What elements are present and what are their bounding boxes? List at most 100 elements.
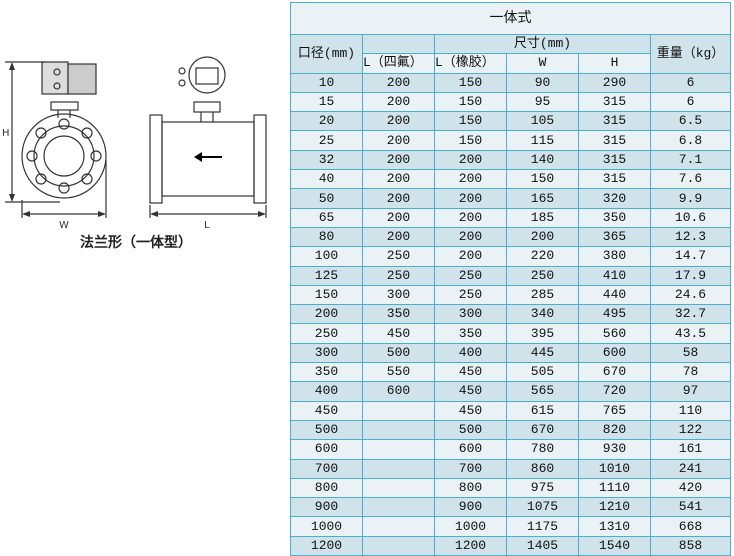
cell-weight: 32.7 xyxy=(650,304,731,325)
table-row: 700 700 860 1010 241 xyxy=(290,458,731,479)
cell-w: 285 xyxy=(506,284,579,306)
cell-l-ptfe xyxy=(362,497,435,518)
cell-l-ptfe: 300 xyxy=(362,284,435,306)
table-row: 15 200 150 95 315 6 xyxy=(290,91,731,113)
table-row: 200 350 300 340 495 32.7 xyxy=(290,304,731,325)
cell-weight: 122 xyxy=(650,419,731,441)
header-weight: 重量（kg） xyxy=(650,34,731,74)
cell-weight: 6.8 xyxy=(650,130,731,151)
table-row: 10 200 150 90 290 6 xyxy=(290,72,731,93)
cell-l-ptfe: 200 xyxy=(362,226,435,248)
dimension-table: 一体式 口径(mm) 尺寸(mm) 重量（kg） L（四氟） L（橡胶） W H… xyxy=(290,2,731,556)
cell-diameter: 400 xyxy=(290,381,363,402)
table-row: 800 800 975 1110 420 xyxy=(290,477,731,499)
header-l-ptfe: L（四氟） xyxy=(362,53,435,74)
cell-h: 670 xyxy=(578,362,651,383)
cell-w: 1405 xyxy=(506,535,579,556)
cell-w: 200 xyxy=(506,226,579,248)
cell-l-ptfe: 250 xyxy=(362,265,435,286)
cell-w: 115 xyxy=(506,130,579,151)
cell-l-ptfe xyxy=(362,516,435,537)
cell-w: 505 xyxy=(506,362,579,383)
cell-h: 315 xyxy=(578,130,651,151)
cell-l-ptfe: 200 xyxy=(362,188,435,209)
cell-h: 1210 xyxy=(578,497,651,518)
cell-l-rubber: 800 xyxy=(434,477,507,499)
cell-h: 290 xyxy=(578,72,651,93)
cell-weight: 541 xyxy=(650,497,731,518)
cell-weight: 6 xyxy=(650,72,731,93)
cell-l-ptfe: 350 xyxy=(362,304,435,325)
cell-diameter: 800 xyxy=(290,477,363,499)
cell-l-rubber: 500 xyxy=(434,419,507,441)
cell-h: 1110 xyxy=(578,477,651,499)
cell-diameter: 32 xyxy=(290,149,363,171)
cell-l-rubber: 900 xyxy=(434,497,507,518)
table-row: 32 200 200 140 315 7.1 xyxy=(290,149,731,171)
cell-w: 150 xyxy=(506,169,579,190)
cell-l-rubber: 250 xyxy=(434,265,507,286)
cell-l-rubber: 1000 xyxy=(434,516,507,537)
cell-weight: 10.6 xyxy=(650,207,731,228)
cell-h: 315 xyxy=(578,91,651,113)
table-row: 1000 1000 1175 1310 668 xyxy=(290,516,731,537)
cell-h: 365 xyxy=(578,226,651,248)
cell-h: 315 xyxy=(578,149,651,171)
cell-w: 860 xyxy=(506,458,579,479)
table-row: 400 600 450 565 720 97 xyxy=(290,381,731,402)
cell-l-rubber: 200 xyxy=(434,169,507,190)
cell-w: 670 xyxy=(506,419,579,441)
flowmeter-diagram: H W L xyxy=(2,56,267,231)
cell-diameter: 700 xyxy=(290,458,363,479)
cell-l-ptfe xyxy=(362,477,435,499)
cell-l-rubber: 700 xyxy=(434,458,507,479)
cell-diameter: 350 xyxy=(290,362,363,383)
cell-weight: 858 xyxy=(650,535,731,556)
table-title: 一体式 xyxy=(290,2,731,35)
cell-l-rubber: 200 xyxy=(434,207,507,228)
cell-l-rubber: 600 xyxy=(434,439,507,460)
cell-l-ptfe xyxy=(362,535,435,556)
cell-weight: 241 xyxy=(650,458,731,479)
cell-weight: 7.1 xyxy=(650,149,731,171)
cell-l-ptfe xyxy=(362,419,435,441)
cell-l-ptfe: 250 xyxy=(362,246,435,267)
cell-weight: 7.6 xyxy=(650,169,731,190)
cell-l-rubber: 250 xyxy=(434,284,507,306)
cell-w: 140 xyxy=(506,149,579,171)
cell-h: 560 xyxy=(578,323,651,344)
cell-l-rubber: 400 xyxy=(434,342,507,364)
cell-l-ptfe xyxy=(362,458,435,479)
cell-l-ptfe xyxy=(362,439,435,460)
cell-diameter: 600 xyxy=(290,439,363,460)
cell-w: 95 xyxy=(506,91,579,113)
cell-weight: 14.7 xyxy=(650,246,731,267)
cell-w: 565 xyxy=(506,381,579,402)
header-blank xyxy=(362,33,435,55)
cell-w: 250 xyxy=(506,265,579,286)
cell-weight: 110 xyxy=(650,400,731,421)
cell-diameter: 80 xyxy=(290,226,363,248)
cell-diameter: 250 xyxy=(290,323,363,344)
table-row: 25 200 150 115 315 6.8 xyxy=(290,130,731,151)
cell-l-rubber: 450 xyxy=(434,381,507,402)
cell-diameter: 900 xyxy=(290,497,363,518)
cell-w: 780 xyxy=(506,439,579,460)
header-diameter: 口径(mm) xyxy=(290,34,363,74)
table-row: 900 900 1075 1210 541 xyxy=(290,497,731,518)
cell-h: 320 xyxy=(578,188,651,209)
cell-w: 615 xyxy=(506,400,579,421)
cell-weight: 12.3 xyxy=(650,226,731,248)
cell-w: 185 xyxy=(506,207,579,228)
cell-h: 600 xyxy=(578,342,651,364)
cell-l-ptfe: 200 xyxy=(362,130,435,151)
cell-l-ptfe: 200 xyxy=(362,149,435,171)
header-h: H xyxy=(578,53,651,74)
cell-diameter: 300 xyxy=(290,342,363,364)
header-size: 尺寸(mm) xyxy=(434,33,651,55)
cell-weight: 43.5 xyxy=(650,323,731,344)
header-w: W xyxy=(506,53,579,74)
cell-h: 495 xyxy=(578,304,651,325)
cell-l-rubber: 150 xyxy=(434,72,507,93)
cell-h: 1310 xyxy=(578,516,651,537)
